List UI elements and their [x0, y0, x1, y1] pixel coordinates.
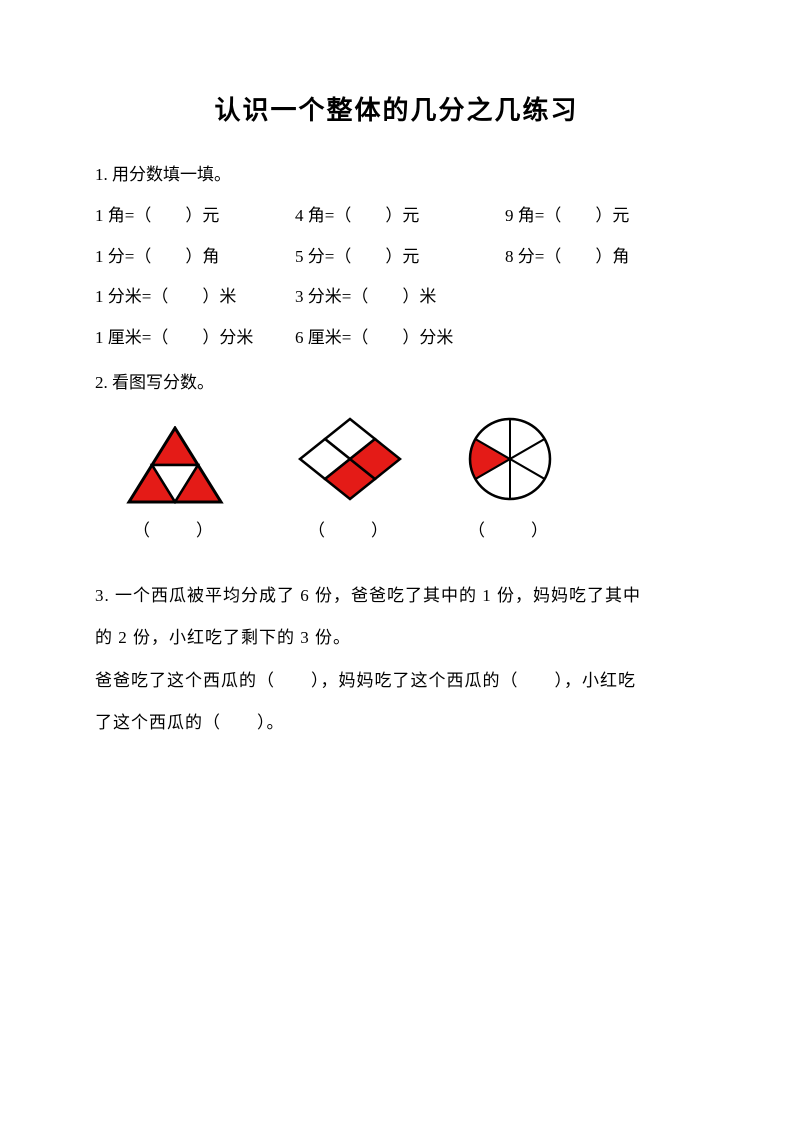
fraction-diagram	[465, 414, 555, 504]
q1-cell: 1 角=（ ）元	[95, 196, 295, 237]
figure-caption: （ ）	[308, 516, 392, 541]
q1-cell: 1 厘米=（ ）分米	[95, 318, 295, 359]
q1-row-4: 1 厘米=（ ）分米 6 厘米=（ ）分米	[95, 318, 698, 359]
worksheet-page: 认识一个整体的几分之几练习 1. 用分数填一填。 1 角=（ ）元 4 角=（ …	[0, 0, 793, 1122]
figure-diamond: （ ）	[295, 414, 405, 541]
q3-line: 了这个西瓜的（ ）。	[95, 702, 698, 745]
fraction-diagram	[125, 426, 225, 504]
figure-triangle: （ ）	[125, 426, 225, 541]
q1-cell: 6 厘米=（ ）分米	[295, 318, 505, 359]
q1-cell: 4 角=（ ）元	[295, 196, 505, 237]
q1-row-2: 1 分=（ ）角 5 分=（ ）元 8 分=（ ）角	[95, 237, 698, 278]
figure-pie: （ ）	[465, 414, 555, 541]
q1-cell: 1 分米=（ ）米	[95, 277, 295, 318]
q1-cell: 9 角=（ ）元	[505, 196, 695, 237]
q1-prompt: 1. 用分数填一填。	[95, 155, 698, 196]
figure-row: （ ） （ ） （ ）	[95, 414, 698, 541]
q3-line: 的 2 份，小红吃了剩下的 3 份。	[95, 617, 698, 660]
figure-caption: （ ）	[468, 516, 552, 541]
page-title: 认识一个整体的几分之几练习	[95, 90, 698, 127]
q1-cell: 5 分=（ ）元	[295, 237, 505, 278]
q2-prompt: 2. 看图写分数。	[95, 363, 698, 404]
q1-row-1: 1 角=（ ）元 4 角=（ ）元 9 角=（ ）元	[95, 196, 698, 237]
q1-cell: 1 分=（ ）角	[95, 237, 295, 278]
q1-cell: 3 分米=（ ）米	[295, 277, 505, 318]
q3-line: 爸爸吃了这个西瓜的（ ），妈妈吃了这个西瓜的（ ），小红吃	[95, 660, 698, 703]
q1-row-3: 1 分米=（ ）米 3 分米=（ ）米	[95, 277, 698, 318]
fraction-diagram	[295, 414, 405, 504]
q1-cell: 8 分=（ ）角	[505, 237, 695, 278]
q3-paragraph: 3. 一个西瓜被平均分成了 6 份，爸爸吃了其中的 1 份，妈妈吃了其中 的 2…	[95, 575, 698, 745]
q3-line: 3. 一个西瓜被平均分成了 6 份，爸爸吃了其中的 1 份，妈妈吃了其中	[95, 575, 698, 618]
figure-caption: （ ）	[133, 516, 217, 541]
